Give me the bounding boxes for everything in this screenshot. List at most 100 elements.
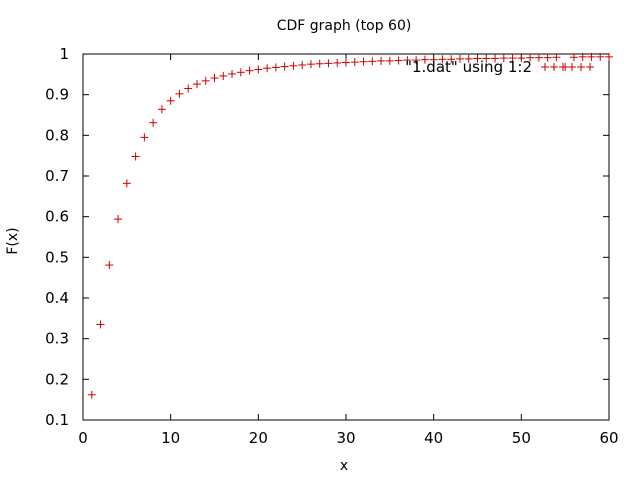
y-tick-label: 0.9 — [45, 86, 69, 104]
data-point — [175, 89, 184, 98]
data-point — [105, 261, 114, 270]
data-points — [87, 52, 613, 399]
data-point — [508, 54, 517, 63]
data-point — [517, 54, 526, 63]
data-point — [254, 65, 263, 74]
data-point — [219, 71, 228, 80]
data-point — [315, 59, 324, 68]
data-point — [157, 105, 166, 114]
chart-title: CDF graph (top 60) — [277, 18, 412, 34]
y-tick-2: 0.3 — [45, 330, 609, 348]
data-point — [192, 80, 201, 89]
data-point — [605, 52, 613, 61]
data-point — [587, 52, 596, 61]
data-point — [447, 55, 456, 64]
y-tick-label: 0.8 — [45, 126, 69, 144]
data-point — [534, 53, 543, 62]
data-point — [96, 320, 105, 329]
x-tick-3: 30 — [336, 54, 356, 447]
data-point — [140, 133, 149, 142]
data-point — [114, 215, 123, 224]
x-tick-2: 20 — [249, 54, 268, 447]
data-point — [271, 63, 280, 72]
data-point — [87, 390, 96, 399]
x-tick-label: 50 — [512, 429, 531, 447]
data-point — [350, 58, 359, 67]
y-tick-label: 0.1 — [45, 411, 69, 429]
data-point — [306, 60, 315, 69]
legend-marker-point — [586, 63, 594, 71]
data-point — [464, 54, 473, 63]
y-tick-4: 0.5 — [45, 248, 609, 266]
x-tick-1: 10 — [161, 54, 180, 447]
data-point — [526, 53, 535, 62]
y-tick-label: 0.7 — [45, 167, 69, 185]
x-tick-label: 30 — [336, 429, 355, 447]
data-point — [455, 54, 464, 63]
data-point — [184, 84, 193, 93]
y-tick-label: 0.3 — [45, 330, 69, 348]
y-tick-label: 0.4 — [45, 289, 69, 307]
data-point — [324, 59, 333, 68]
x-tick-4: 40 — [424, 54, 443, 447]
data-point — [368, 57, 377, 66]
data-point — [166, 96, 175, 105]
data-point — [385, 56, 394, 65]
data-point — [298, 60, 307, 69]
data-point — [438, 55, 447, 64]
x-tick-0: 0 — [78, 54, 88, 447]
y-tick-5: 0.6 — [45, 208, 609, 226]
data-point — [569, 53, 578, 62]
legend-marker-point — [577, 63, 585, 71]
data-point — [263, 64, 272, 73]
y-tick-3: 0.4 — [45, 289, 609, 307]
data-point — [473, 54, 482, 63]
data-point — [596, 52, 605, 61]
data-point — [149, 118, 158, 127]
legend-marker-point — [550, 63, 558, 71]
y-tick-9: 1 — [59, 45, 609, 63]
x-axis-label: x — [340, 458, 348, 474]
y-tick-8: 0.9 — [45, 86, 609, 104]
legend-marker-point — [559, 63, 567, 71]
data-point — [122, 179, 131, 188]
x-tick-label: 10 — [161, 429, 180, 447]
data-point — [394, 56, 403, 65]
axis-ticks: 0 10 20 30 40 50 60 0.1 0.2 0.3 0.4 0.5 0.6 0.7 0.8 0.9… — [45, 45, 618, 447]
data-point — [280, 62, 289, 71]
y-tick-label: 0.2 — [45, 370, 69, 388]
y-tick-7: 0.8 — [45, 126, 609, 144]
data-point — [499, 54, 508, 63]
legend-marker-point — [541, 63, 549, 71]
data-point — [578, 52, 587, 61]
data-point — [201, 76, 210, 85]
data-point — [342, 58, 350, 67]
data-point — [403, 56, 412, 65]
y-tick-1: 0.2 — [45, 370, 609, 388]
y-tick-0: 0.1 — [45, 411, 609, 429]
data-point — [412, 56, 421, 65]
data-point — [333, 58, 342, 67]
y-tick-label: 1 — [59, 45, 69, 63]
data-point — [131, 152, 140, 161]
y-tick-label: 0.6 — [45, 208, 69, 226]
data-point — [236, 68, 245, 77]
y-axis-label: F(x) — [5, 227, 21, 254]
data-point — [245, 66, 254, 75]
legend-marker — [541, 63, 594, 71]
data-point — [359, 57, 368, 66]
x-tick-label: 20 — [249, 429, 268, 447]
x-tick-label: 0 — [78, 429, 88, 447]
data-point — [377, 56, 386, 65]
legend-label: "1.dat" using 1:2 — [405, 58, 532, 76]
data-point — [552, 53, 561, 62]
x-tick-5: 50 — [512, 54, 531, 447]
x-tick-label: 60 — [599, 429, 618, 447]
legend-marker-point — [568, 63, 576, 71]
data-point — [420, 55, 429, 64]
data-point — [429, 55, 438, 64]
y-tick-label: 0.5 — [45, 248, 69, 266]
data-point — [482, 54, 491, 63]
data-point — [228, 69, 237, 78]
